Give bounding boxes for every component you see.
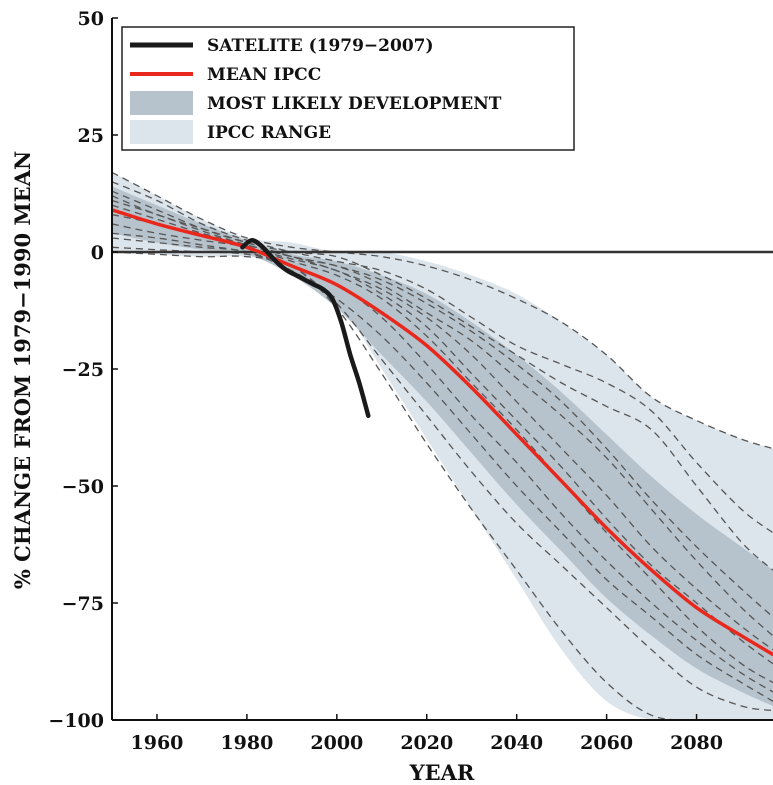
- x-tick-label: 2080: [670, 732, 723, 754]
- legend: SATELITE (1979−2007) MEAN IPCC MOST LIKELY…: [121, 26, 575, 151]
- x-axis-ticks: 1960 1980 2000 2020 2040 2060 2080: [131, 714, 723, 754]
- model-run-line: [112, 251, 773, 720]
- legend-box: [121, 26, 575, 151]
- x-tick-label: 1960: [131, 732, 184, 754]
- x-tick-label: 1980: [220, 732, 273, 754]
- model-run-line: [112, 171, 773, 450]
- data-series: [112, 208, 773, 657]
- y-tick-label: −25: [62, 359, 104, 381]
- most-likely-band: [112, 186, 773, 706]
- legend-label-satellite: SATELITE (1979−2007): [207, 36, 434, 56]
- y-tick-label: 25: [78, 125, 104, 147]
- model-run-line: [112, 223, 773, 684]
- legend-label-range: IPCC RANGE: [207, 123, 331, 143]
- x-tick-label: 2000: [310, 732, 363, 754]
- y-tick-label: 50: [78, 8, 104, 30]
- legend-swatch-range: [130, 120, 193, 144]
- x-tick-label: 2060: [580, 732, 633, 754]
- model-run-line: [112, 199, 773, 637]
- x-tick-label: 2040: [490, 732, 543, 754]
- uncertainty-bands: [112, 172, 773, 720]
- y-axis-title: % CHANGE FROM 1979−1990 MEAN: [10, 151, 35, 589]
- legend-label-likely: MOST LIKELY DEVELOPMENT: [207, 94, 502, 114]
- x-axis-title: YEAR: [409, 760, 475, 785]
- x-tick-label: 2020: [400, 732, 453, 754]
- satellite-series-line: [240, 238, 371, 419]
- legend-label-mean: MEAN IPCC: [207, 65, 321, 85]
- y-axis-ticks: 50 25 0 −25 −50 −75 −100: [48, 8, 118, 732]
- mean-ipcc-series-line: [112, 208, 773, 657]
- model-run-line: [112, 246, 773, 712]
- y-tick-label: −100: [48, 710, 104, 732]
- plot-area: [112, 171, 773, 720]
- legend-swatch-likely: [130, 91, 193, 115]
- y-tick-label: −75: [62, 593, 104, 615]
- model-run-line: [112, 195, 773, 618]
- model-run-line: [112, 237, 773, 702]
- model-run-line: [112, 181, 773, 534]
- y-tick-label: 0: [91, 242, 104, 264]
- y-tick-label: −50: [62, 476, 104, 498]
